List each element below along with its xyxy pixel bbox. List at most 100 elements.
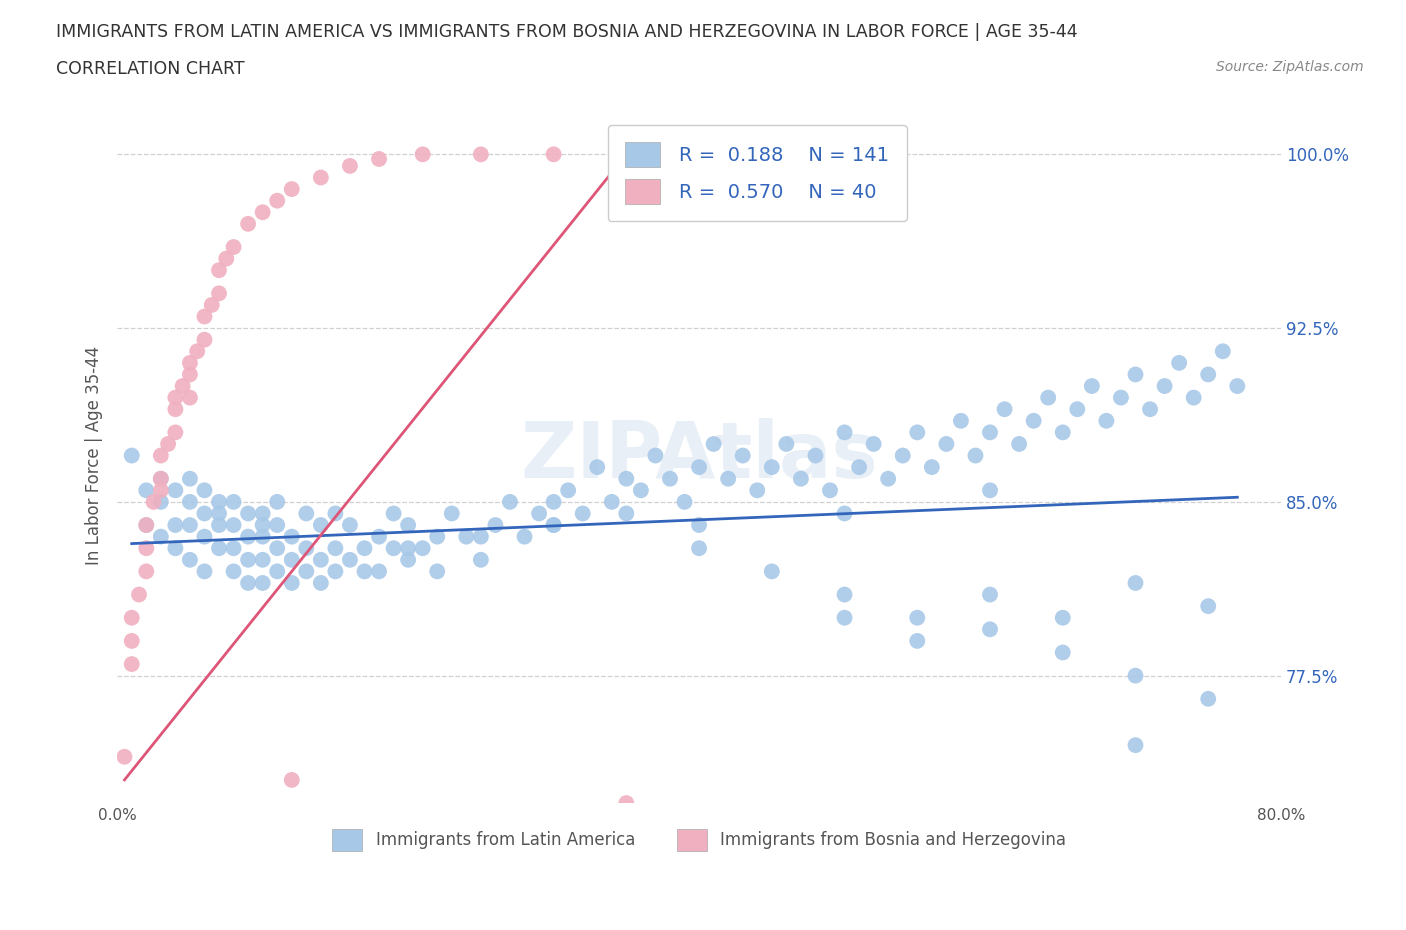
Point — [688, 540, 710, 555]
Point — [339, 552, 361, 567]
Point — [630, 483, 652, 498]
Point — [470, 552, 492, 567]
Point — [382, 540, 405, 555]
Point — [266, 495, 288, 510]
Point — [266, 518, 288, 533]
Point — [761, 459, 783, 474]
Point — [353, 540, 375, 555]
Point — [135, 518, 157, 533]
Point — [368, 529, 391, 544]
Point — [281, 552, 304, 567]
Point — [527, 506, 550, 521]
Point — [193, 309, 215, 324]
Point — [165, 391, 187, 405]
Point — [172, 379, 194, 393]
Point — [396, 552, 419, 567]
Point — [1038, 391, 1060, 405]
Point — [142, 495, 165, 510]
Point — [1052, 645, 1074, 660]
Point — [128, 587, 150, 602]
Point — [193, 564, 215, 578]
Point — [149, 529, 172, 544]
Point — [252, 552, 274, 567]
Point — [135, 483, 157, 498]
Point — [614, 506, 637, 521]
Point — [339, 518, 361, 533]
Point — [703, 436, 725, 451]
Point — [935, 436, 957, 451]
Point — [1226, 379, 1249, 393]
Point — [135, 518, 157, 533]
Point — [1125, 576, 1147, 591]
Text: ZIPAtlas: ZIPAtlas — [520, 418, 877, 494]
Point — [179, 518, 201, 533]
Point — [1125, 367, 1147, 382]
Point — [644, 448, 666, 463]
Point — [1139, 402, 1161, 417]
Point — [353, 564, 375, 578]
Point — [266, 193, 288, 208]
Point — [208, 506, 231, 521]
Point — [179, 552, 201, 567]
Point — [208, 518, 231, 533]
Point — [149, 483, 172, 498]
Point — [979, 587, 1001, 602]
Point — [949, 413, 972, 428]
Point — [222, 495, 245, 510]
Point — [222, 564, 245, 578]
Point — [281, 181, 304, 196]
Point — [179, 391, 201, 405]
Point — [717, 472, 740, 486]
Point — [1197, 599, 1219, 614]
Point — [543, 147, 565, 162]
Point — [266, 564, 288, 578]
Point — [396, 540, 419, 555]
Point — [1008, 436, 1031, 451]
Point — [1212, 344, 1234, 359]
Point — [1125, 669, 1147, 684]
Point — [1052, 425, 1074, 440]
Point — [557, 483, 579, 498]
Point — [325, 564, 347, 578]
Point — [121, 448, 143, 463]
Point — [965, 448, 987, 463]
Point — [513, 529, 536, 544]
Point — [877, 472, 900, 486]
Point — [281, 576, 304, 591]
Point — [252, 205, 274, 219]
Point — [804, 448, 827, 463]
Point — [135, 540, 157, 555]
Point — [470, 529, 492, 544]
Point — [688, 518, 710, 533]
Point — [165, 402, 187, 417]
Point — [215, 251, 238, 266]
Point — [121, 610, 143, 625]
Point — [905, 425, 928, 440]
Point — [252, 506, 274, 521]
Point — [790, 472, 813, 486]
Point — [905, 633, 928, 648]
Point — [412, 540, 434, 555]
Point — [114, 750, 136, 764]
Point — [222, 540, 245, 555]
Point — [586, 459, 609, 474]
Point — [456, 529, 478, 544]
Point — [368, 152, 391, 166]
Point — [600, 495, 623, 510]
Point — [179, 367, 201, 382]
Point — [165, 483, 187, 498]
Point — [1066, 402, 1088, 417]
Point — [149, 472, 172, 486]
Point — [993, 402, 1015, 417]
Point — [208, 540, 231, 555]
Point — [252, 576, 274, 591]
Point — [165, 518, 187, 533]
Point — [1153, 379, 1175, 393]
Point — [149, 472, 172, 486]
Point — [848, 459, 870, 474]
Point — [208, 495, 231, 510]
Point — [295, 564, 318, 578]
Legend: Immigrants from Latin America, Immigrants from Bosnia and Herzegovina: Immigrants from Latin America, Immigrant… — [326, 822, 1073, 857]
Point — [673, 495, 696, 510]
Point — [208, 263, 231, 278]
